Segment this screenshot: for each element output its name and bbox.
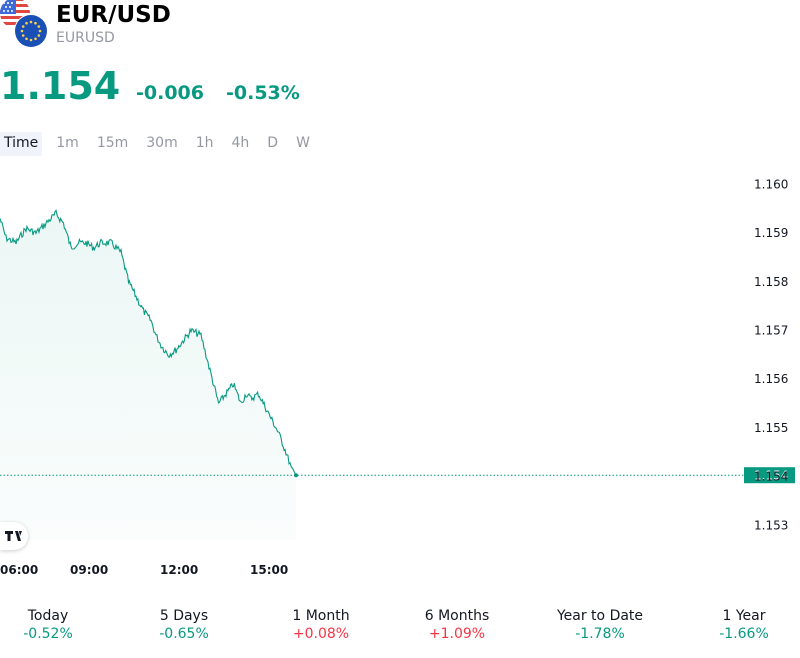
period-year-to-date[interactable]: Year to Date -1.78% — [540, 608, 660, 642]
period-value: -1.66% — [719, 626, 769, 642]
x-tick-label: 09:00 — [70, 563, 108, 577]
tab-w[interactable]: W — [296, 135, 310, 151]
last-price: 1.154 — [0, 64, 121, 108]
change-absolute: -0.006 — [136, 82, 204, 104]
price-chart[interactable]: 1.1541.1601.1591.1581.1571.1561.1551.154… — [0, 160, 800, 585]
tab-30m[interactable]: 30m — [146, 135, 178, 151]
eu-flag-icon — [14, 14, 48, 48]
tab-1h[interactable]: 1h — [195, 135, 214, 151]
period-label: Today — [27, 608, 69, 624]
period-value: -1.78% — [575, 626, 625, 642]
interval-tabs: Time 1m 15m 30m 1h 4h D W — [0, 132, 324, 156]
last-price-label: 1.154 — [754, 469, 788, 483]
x-tick-label: 15:00 — [250, 563, 288, 577]
period-1-month[interactable]: 1 Month +0.08% — [261, 608, 381, 642]
tab-d[interactable]: D — [267, 135, 279, 151]
y-tick-label: 1.158 — [754, 275, 788, 289]
period-value: +1.09% — [428, 626, 486, 642]
period-label: 1 Month — [292, 608, 350, 624]
currency-flags — [0, 0, 50, 50]
period-1-year[interactable]: 1 Year -1.66% — [684, 608, 800, 642]
x-tick-label: 12:00 — [160, 563, 198, 577]
period-label: Year to Date — [556, 608, 644, 624]
symbol-ticker: EURUSD — [56, 30, 115, 46]
change-percent: -0.53% — [226, 82, 300, 104]
y-tick-label: 1.159 — [754, 226, 788, 240]
tab-15m[interactable]: 15m — [96, 135, 129, 151]
y-tick-label: 1.154 — [754, 470, 788, 484]
y-tick-label: 1.155 — [754, 421, 788, 435]
price-line — [0, 209, 297, 476]
tradingview-logo-icon[interactable] — [0, 522, 28, 550]
last-price-label-bg — [744, 467, 795, 484]
period-5-days[interactable]: 5 Days -0.65% — [124, 608, 244, 642]
period-label: 6 Months — [424, 608, 490, 624]
period-value: -0.65% — [159, 626, 209, 642]
period-value: -0.52% — [23, 626, 73, 642]
period-today[interactable]: Today -0.52% — [0, 608, 108, 642]
y-tick-label: 1.156 — [754, 372, 788, 386]
x-tick-label: 06:00 — [0, 563, 38, 577]
period-value: +0.08% — [292, 626, 350, 642]
y-tick-label: 1.160 — [754, 177, 788, 191]
period-label: 5 Days — [159, 608, 209, 624]
period-6-months[interactable]: 6 Months +1.09% — [397, 608, 517, 642]
tab-time[interactable]: Time — [0, 132, 43, 156]
symbol-title: EUR/USD — [56, 2, 171, 28]
performance-periods: Today -0.52% 5 Days -0.65% 1 Month +0.08… — [0, 608, 800, 648]
last-price-dot — [294, 473, 298, 478]
tab-1m[interactable]: 1m — [56, 135, 79, 151]
tab-4h[interactable]: 4h — [231, 135, 250, 151]
price-area-fill — [0, 210, 296, 540]
y-tick-label: 1.157 — [754, 324, 788, 338]
period-label: 1 Year — [722, 608, 766, 624]
y-tick-label: 1.153 — [754, 518, 788, 532]
